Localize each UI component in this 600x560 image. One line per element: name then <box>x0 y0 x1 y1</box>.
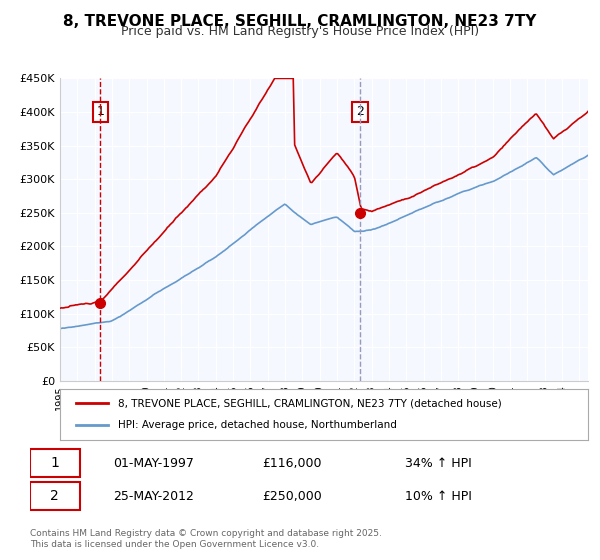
Text: Contains HM Land Registry data © Crown copyright and database right 2025.
This d: Contains HM Land Registry data © Crown c… <box>30 529 382 549</box>
Text: £250,000: £250,000 <box>262 490 322 503</box>
Text: 01-MAY-1997: 01-MAY-1997 <box>113 457 194 470</box>
Text: £116,000: £116,000 <box>262 457 322 470</box>
FancyBboxPatch shape <box>30 482 80 510</box>
Text: 1: 1 <box>50 456 59 470</box>
Text: 34% ↑ HPI: 34% ↑ HPI <box>406 457 472 470</box>
Text: 2: 2 <box>356 105 364 119</box>
FancyBboxPatch shape <box>30 449 80 477</box>
Text: HPI: Average price, detached house, Northumberland: HPI: Average price, detached house, Nort… <box>118 421 397 431</box>
Text: 8, TREVONE PLACE, SEGHILL, CRAMLINGTON, NE23 7TY (detached house): 8, TREVONE PLACE, SEGHILL, CRAMLINGTON, … <box>118 398 502 408</box>
Text: 8, TREVONE PLACE, SEGHILL, CRAMLINGTON, NE23 7TY: 8, TREVONE PLACE, SEGHILL, CRAMLINGTON, … <box>64 14 536 29</box>
Text: 10% ↑ HPI: 10% ↑ HPI <box>406 490 472 503</box>
Text: Price paid vs. HM Land Registry's House Price Index (HPI): Price paid vs. HM Land Registry's House … <box>121 25 479 38</box>
Text: 1: 1 <box>97 105 104 119</box>
Text: 25-MAY-2012: 25-MAY-2012 <box>113 490 194 503</box>
Text: 2: 2 <box>50 489 59 503</box>
